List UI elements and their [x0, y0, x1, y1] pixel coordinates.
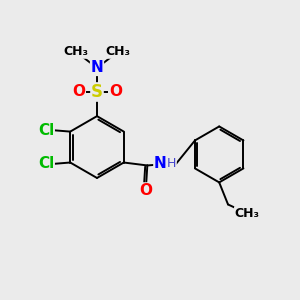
Text: O: O [140, 183, 152, 198]
Text: O: O [72, 85, 85, 100]
Text: CH₃: CH₃ [106, 45, 131, 58]
Text: O: O [109, 85, 122, 100]
Text: N: N [154, 157, 167, 172]
Text: S: S [91, 83, 103, 101]
Text: H: H [167, 158, 176, 170]
Text: CH₃: CH₃ [63, 45, 88, 58]
Text: CH₃: CH₃ [235, 207, 260, 220]
Text: Cl: Cl [38, 157, 54, 172]
Text: Cl: Cl [38, 123, 54, 138]
Text: N: N [91, 60, 103, 75]
